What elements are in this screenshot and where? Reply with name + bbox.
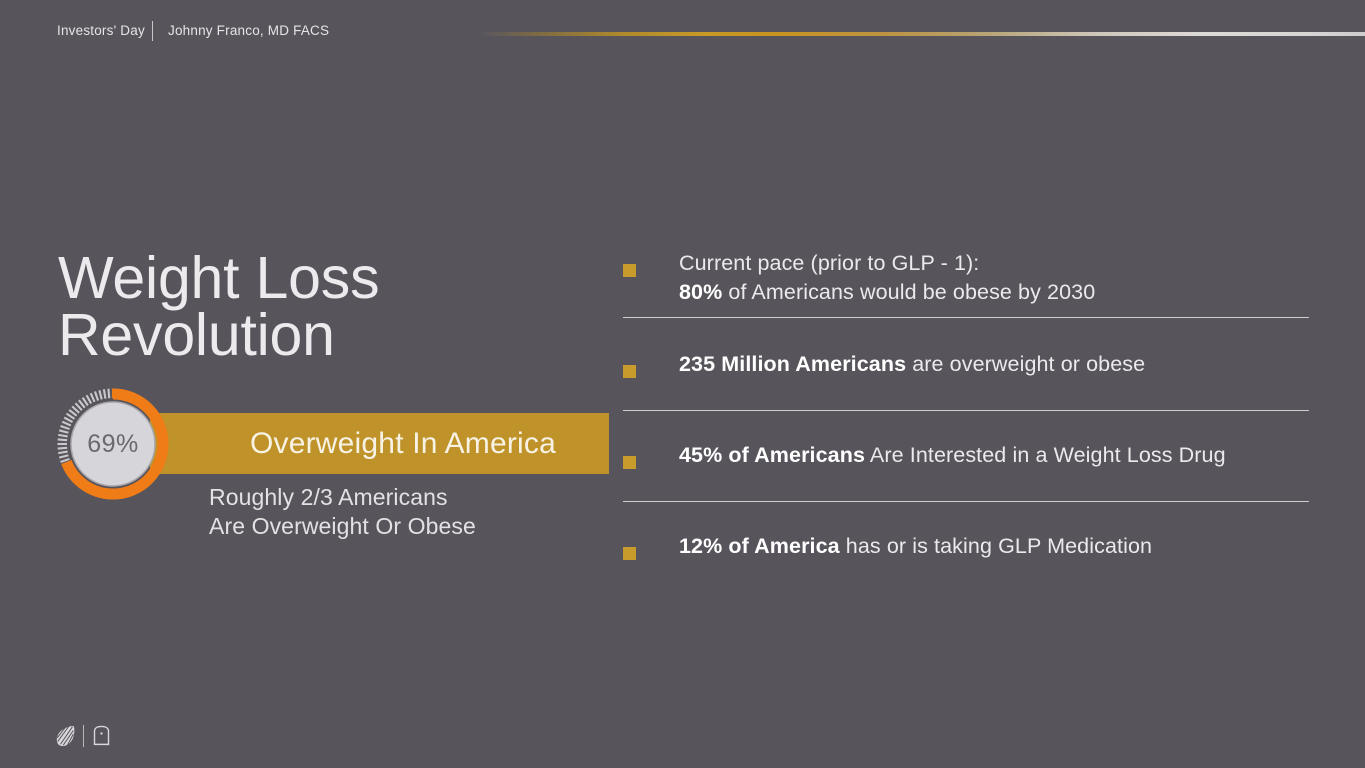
stat-caption: Roughly 2/3 Americans Are Overweight Or … xyxy=(209,483,476,541)
logo-divider-icon xyxy=(83,725,84,747)
page-title: Weight Loss Revolution xyxy=(58,245,618,368)
gold-square-bullet-icon xyxy=(623,456,636,469)
slide-header: Investors' Day Johnny Franco, MD FACS xyxy=(0,0,1365,64)
gradient-rule-icon xyxy=(483,32,1365,36)
stat-banner: Overweight In America xyxy=(150,413,609,474)
facts-list: Current pace (prior to GLP - 1): 80% of … xyxy=(623,243,1309,592)
list-item: 235 Million Americans are overweight or … xyxy=(623,330,1309,410)
headline-stat: Overweight In America 69% xyxy=(55,386,609,502)
presenter-name: Johnny Franco, MD FACS xyxy=(168,23,330,38)
fact-text: Current pace (prior to GLP - 1): 80% of … xyxy=(679,243,1095,307)
list-item: 45% of Americans Are Interested in a Wei… xyxy=(623,421,1309,501)
fact-rest: Are Interested in a Weight Loss Drug xyxy=(865,443,1226,467)
fact-rest: are overweight or obese xyxy=(906,352,1146,376)
list-item: Current pace (prior to GLP - 1): 80% of … xyxy=(623,243,1309,317)
fact-highlight: 80% xyxy=(679,280,723,304)
gold-square-bullet-icon xyxy=(623,547,636,560)
stat-caption-line-2: Are Overweight Or Obese xyxy=(209,513,476,539)
gold-square-bullet-icon xyxy=(623,264,636,277)
fact-highlight: 12% of America xyxy=(679,534,840,558)
fact-divider xyxy=(623,317,1309,318)
stat-banner-label: Overweight In America xyxy=(250,426,556,460)
fact-text: 12% of America has or is taking GLP Medi… xyxy=(679,526,1152,561)
fact-highlight: 45% of Americans xyxy=(679,443,866,467)
overweight-gauge: 69% xyxy=(55,386,171,502)
gold-square-bullet-icon xyxy=(623,365,636,378)
fact-divider xyxy=(623,501,1309,502)
stat-caption-line-1: Roughly 2/3 Americans xyxy=(209,484,448,510)
fact-line-2: 80% of Americans would be obese by 2030 xyxy=(679,278,1095,307)
event-name: Investors' Day xyxy=(57,23,145,38)
fact-divider xyxy=(623,410,1309,411)
footer-logos xyxy=(55,722,112,750)
page-title-line-2: Revolution xyxy=(58,302,335,368)
fact-highlight: 235 Million Americans xyxy=(679,352,907,376)
fact-line-1: Current pace (prior to GLP - 1): xyxy=(679,251,980,275)
fact-text: 235 Million Americans are overweight or … xyxy=(679,344,1145,379)
gauge-value-label: 69% xyxy=(87,429,139,458)
rounded-square-logo-icon xyxy=(93,725,110,745)
fact-rest: of Americans would be obese by 2030 xyxy=(722,280,1096,304)
list-item: 12% of America has or is taking GLP Medi… xyxy=(623,512,1309,592)
fact-rest: has or is taking GLP Medication xyxy=(839,534,1153,558)
header-divider-icon xyxy=(152,21,153,41)
page-title-line-1: Weight Loss xyxy=(58,245,380,311)
leaf-logo-icon xyxy=(56,725,75,747)
fact-text: 45% of Americans Are Interested in a Wei… xyxy=(679,435,1226,470)
